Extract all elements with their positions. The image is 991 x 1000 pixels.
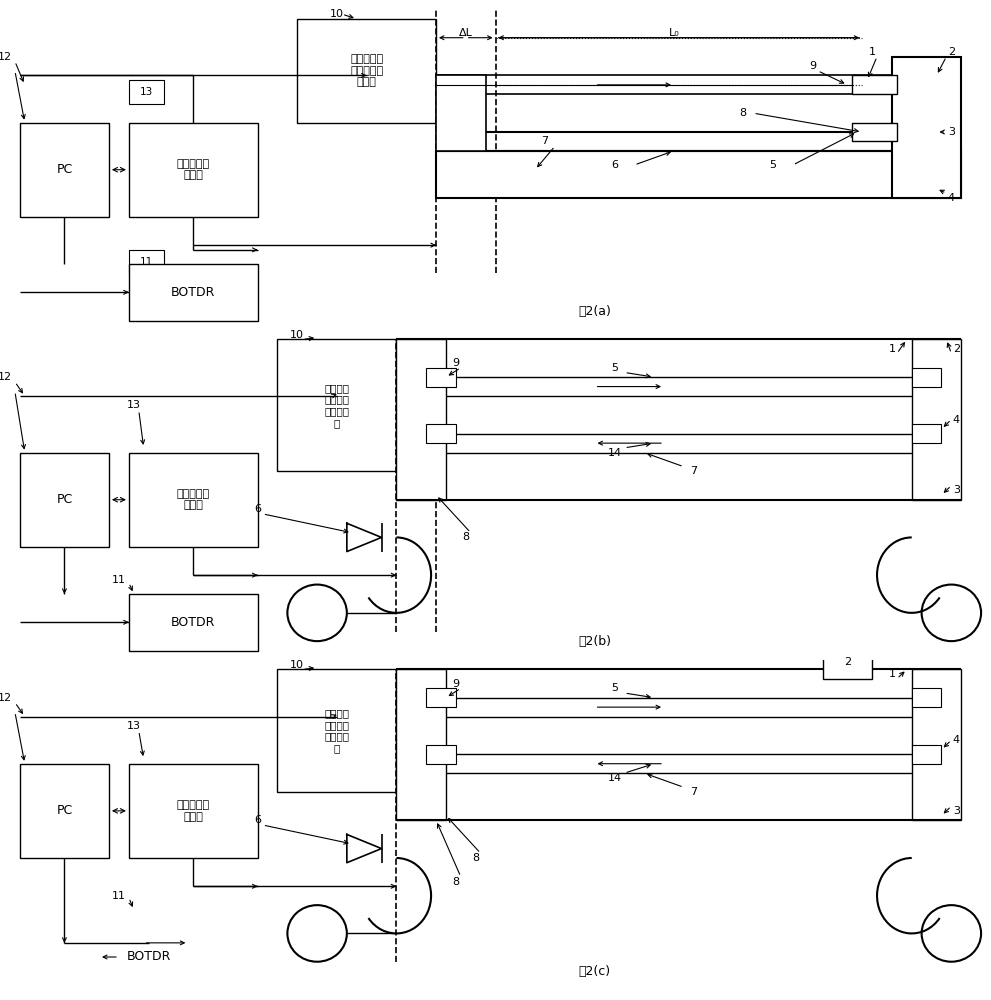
Text: 7: 7 — [690, 466, 698, 476]
Bar — [129, 264, 258, 321]
Text: 图2(a): 图2(a) — [578, 305, 611, 318]
Text: 4: 4 — [952, 735, 960, 745]
Text: 4: 4 — [952, 415, 960, 425]
Text: PC: PC — [56, 163, 72, 176]
Text: L₀: L₀ — [669, 28, 679, 38]
Bar — [912, 368, 941, 387]
Bar — [277, 669, 396, 792]
Text: 10: 10 — [290, 660, 304, 670]
Text: 1: 1 — [888, 669, 896, 679]
Bar — [436, 151, 961, 198]
Text: 3: 3 — [947, 127, 955, 137]
Bar — [129, 764, 258, 858]
Bar — [426, 368, 456, 387]
Text: 8: 8 — [452, 877, 460, 887]
Text: 14: 14 — [607, 773, 621, 783]
Text: 5: 5 — [769, 160, 777, 170]
Text: 12: 12 — [0, 693, 12, 703]
Text: 8: 8 — [472, 853, 480, 863]
Bar — [912, 339, 961, 500]
Text: 13: 13 — [127, 400, 141, 410]
Text: BOTDR: BOTDR — [127, 950, 170, 964]
Text: 8: 8 — [462, 532, 470, 542]
Text: 3: 3 — [952, 806, 960, 816]
Text: 双频激光干
涉测长装置
控制器: 双频激光干 涉测长装置 控制器 — [350, 54, 384, 87]
Bar — [20, 764, 109, 858]
Text: PC: PC — [56, 493, 72, 506]
Bar — [912, 424, 941, 443]
Bar — [129, 453, 258, 547]
Bar — [436, 75, 486, 151]
Bar — [277, 339, 396, 471]
Bar — [129, 594, 258, 651]
Bar — [129, 123, 258, 217]
Text: 1: 1 — [888, 344, 896, 354]
Bar — [20, 453, 109, 547]
Text: PC: PC — [56, 804, 72, 817]
Bar — [20, 123, 109, 217]
Text: 9: 9 — [452, 358, 460, 368]
Text: 1: 1 — [868, 47, 876, 57]
Text: 3: 3 — [952, 485, 960, 495]
Text: 图2(b): 图2(b) — [578, 635, 611, 648]
Text: 11: 11 — [140, 257, 153, 267]
Text: 电控位移台
控制器: 电控位移台 控制器 — [176, 800, 210, 822]
Bar — [426, 745, 456, 764]
Text: 13: 13 — [140, 87, 153, 97]
Text: 5: 5 — [610, 683, 618, 693]
Text: 6: 6 — [254, 504, 262, 514]
Bar — [426, 688, 456, 707]
Text: 14: 14 — [607, 448, 621, 458]
Text: 2: 2 — [947, 47, 955, 57]
Text: BOTDR: BOTDR — [171, 616, 215, 629]
Bar — [852, 123, 897, 141]
Bar — [912, 745, 941, 764]
Text: 双频激光
干涉测长
装置控制
器: 双频激光 干涉测长 装置控制 器 — [324, 708, 350, 753]
Bar — [912, 688, 941, 707]
Bar — [129, 80, 164, 104]
Text: 9: 9 — [452, 679, 460, 689]
Text: 图2(c): 图2(c) — [579, 965, 610, 978]
Bar — [396, 339, 446, 500]
Text: 13: 13 — [127, 721, 141, 731]
Text: 双频激光
干涉测长
装置控制
器: 双频激光 干涉测长 装置控制 器 — [324, 383, 350, 428]
Bar — [892, 57, 961, 198]
Text: 电控位移台
控制器: 电控位移台 控制器 — [176, 489, 210, 511]
Bar — [396, 669, 446, 820]
Text: 11: 11 — [112, 575, 126, 585]
Text: BOTDR: BOTDR — [171, 286, 215, 299]
Text: 2: 2 — [952, 344, 960, 354]
Text: 7: 7 — [541, 136, 549, 146]
Bar — [852, 75, 897, 94]
Bar — [912, 669, 961, 820]
Text: 4: 4 — [947, 193, 955, 203]
Bar — [297, 19, 436, 123]
Text: 8: 8 — [739, 108, 747, 118]
Bar — [823, 646, 872, 679]
Text: 10: 10 — [290, 330, 304, 340]
Text: 12: 12 — [0, 52, 12, 62]
Text: 7: 7 — [690, 787, 698, 797]
Text: 电控位移台
控制器: 电控位移台 控制器 — [176, 159, 210, 181]
Text: ΔL: ΔL — [459, 28, 473, 38]
Text: 11: 11 — [112, 891, 126, 901]
Text: 2: 2 — [843, 657, 851, 667]
Text: 5: 5 — [610, 363, 618, 373]
Bar — [426, 424, 456, 443]
Text: 6: 6 — [610, 160, 618, 170]
Text: 9: 9 — [809, 61, 817, 71]
Bar — [129, 250, 164, 273]
Text: 6: 6 — [254, 815, 262, 825]
Text: 10: 10 — [330, 9, 344, 19]
Text: 12: 12 — [0, 372, 12, 382]
